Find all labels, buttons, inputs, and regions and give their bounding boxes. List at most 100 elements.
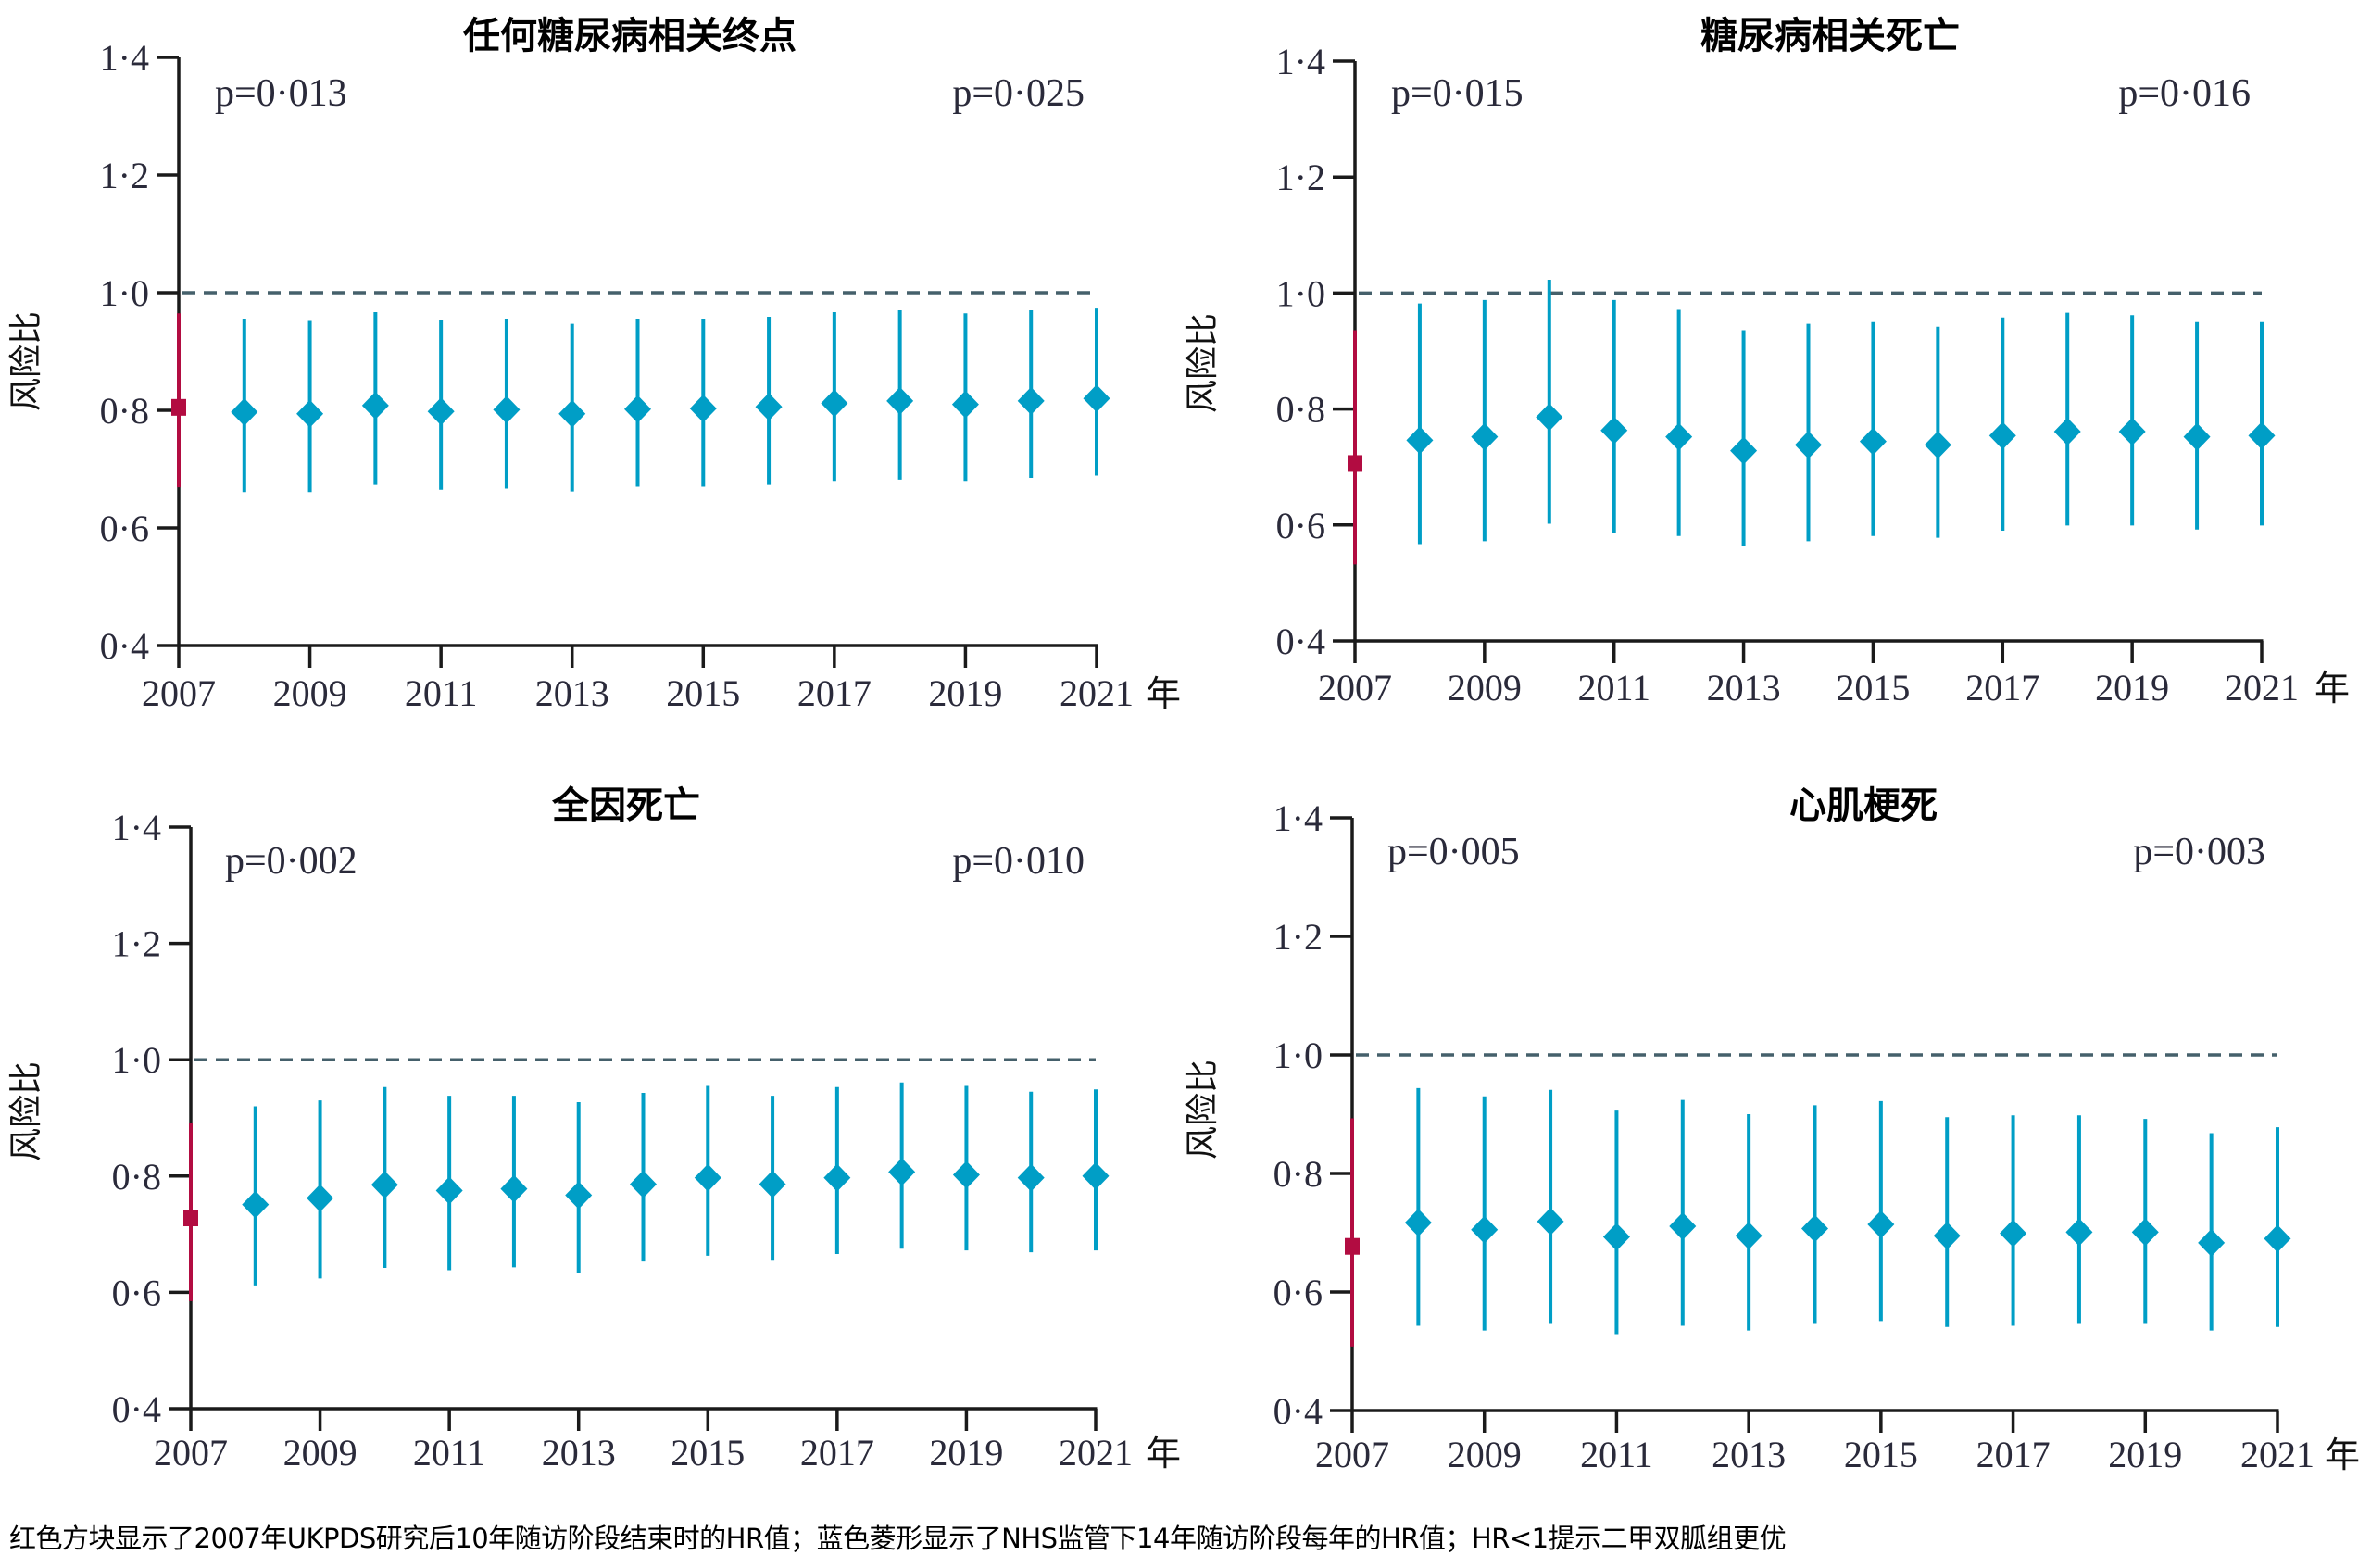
- x-tick-label: 2007: [154, 1432, 228, 1474]
- figure-caption: 红色方块显示了2007年UKPDS研究后10年随访阶段结束时的HR值；蓝色菱形显…: [9, 1523, 1787, 1554]
- x-tick-label: 2007: [1318, 667, 1392, 709]
- annual-hr-diamond-2009: [1471, 1215, 1499, 1244]
- y-tick-label: 0·6: [100, 508, 149, 549]
- x-axis-unit-label: 年: [1146, 1433, 1181, 1474]
- y-tick-label: 1·4: [1276, 41, 1325, 82]
- annual-hr-diamond-2011: [435, 1176, 463, 1205]
- x-tick-label: 2015: [1836, 667, 1910, 709]
- y-tick-label: 1·4: [112, 807, 161, 848]
- y-tick-label: 1·4: [1273, 797, 1323, 839]
- annual-hr-diamond-2012: [1665, 422, 1693, 451]
- y-tick-label: 0·4: [112, 1388, 161, 1430]
- annual-hr-diamond-2016: [755, 393, 783, 421]
- annual-hr-diamond-2015: [1859, 427, 1887, 456]
- p-value-left: p=0·013: [215, 72, 347, 115]
- annual-hr-diamond-2021: [1082, 1161, 1110, 1190]
- panel-all-cause-mortality: 全因死亡 0·4 0·6 0·8 1·0 1·2 1·4 2007 2009 2011 2013 20…: [7, 784, 1181, 1474]
- x-tick-label: 2017: [797, 672, 872, 714]
- y-tick-label: 0·8: [112, 1156, 161, 1198]
- annual-hr-diamond-2011: [1600, 416, 1628, 445]
- y-tick-label: 1·0: [1273, 1035, 1323, 1076]
- annual-hr-diamond-2013: [1730, 436, 1758, 465]
- p-value-right: p=0·003: [2133, 831, 2265, 873]
- x-tick-label: 2011: [1577, 667, 1650, 709]
- annual-hr-diamond-2021: [1083, 384, 1110, 413]
- y-tick-label: 0·8: [1276, 389, 1325, 431]
- annual-hr-diamond-2011: [427, 397, 455, 426]
- x-tick-label: 2009: [273, 672, 347, 714]
- x-tick-label: 2017: [800, 1432, 874, 1474]
- annual-hr-diamond-2020: [1017, 386, 1045, 415]
- y-tick-label: 1·0: [112, 1039, 161, 1081]
- annual-hr-diamond-2009: [307, 1184, 334, 1212]
- x-tick-label: 2021: [2240, 1434, 2315, 1475]
- p-value-left: p=0·002: [225, 840, 358, 883]
- annual-hr-diamond-2010: [361, 391, 389, 420]
- annual-hr-diamond-2018: [2053, 418, 2081, 446]
- y-tick-label: 1·2: [100, 155, 149, 196]
- y-tick-label: 1·0: [100, 272, 149, 314]
- y-tick-label: 1·2: [112, 923, 161, 965]
- x-axis-unit-label: 年: [2315, 668, 2350, 709]
- x-tick-label: 2007: [1315, 1434, 1389, 1475]
- baseline-2007-hr-square: [171, 398, 186, 416]
- annual-hr-diamond-2010: [1537, 1207, 1564, 1236]
- y-axis-label: 风险比: [7, 1061, 45, 1161]
- x-tick-label: 2009: [1448, 667, 1522, 709]
- annual-hr-diamond-2017: [821, 389, 848, 418]
- baseline-2007-hr-square: [183, 1210, 198, 1227]
- x-tick-label: 2013: [1712, 1434, 1786, 1475]
- y-tick-label: 0·4: [100, 625, 149, 667]
- panel-diabetes-related-death: 糖尿病相关死亡 0·4 0·6 0·8 1·0 1·2 1·4 2007 2009 2011 201…: [1184, 15, 2350, 709]
- y-tick-label: 0·4: [1273, 1390, 1323, 1432]
- annual-hr-diamond-2020: [2183, 422, 2211, 451]
- p-value-right: p=0·025: [952, 72, 1085, 115]
- annual-hr-diamond-2019: [951, 390, 979, 419]
- annual-hr-diamond-2020: [1017, 1163, 1045, 1192]
- x-tick-label: 2011: [405, 672, 478, 714]
- x-tick-label: 2019: [928, 672, 1002, 714]
- x-axis-unit-label: 年: [1146, 673, 1181, 714]
- x-tick-label: 2019: [2095, 667, 2169, 709]
- x-tick-label: 2015: [1844, 1434, 1918, 1475]
- x-tick-label: 2009: [283, 1432, 358, 1474]
- chart-title: 全因死亡: [551, 784, 700, 827]
- x-tick-label: 2021: [2225, 667, 2299, 709]
- annual-hr-diamond-2019: [952, 1160, 980, 1189]
- x-tick-label: 2009: [1448, 1434, 1522, 1475]
- p-value-right: p=0·016: [2118, 72, 2251, 115]
- chart-title: 糖尿病相关死亡: [1700, 15, 1960, 57]
- annual-hr-diamond-2017: [1988, 421, 2016, 450]
- annual-hr-diamond-2014: [630, 1170, 657, 1198]
- annual-hr-diamond-2013: [558, 399, 586, 428]
- x-tick-label: 2013: [535, 672, 609, 714]
- annual-hr-diamond-2008: [1406, 426, 1434, 455]
- y-tick-label: 0·4: [1276, 621, 1325, 662]
- annual-hr-diamond-2016: [1933, 1222, 1961, 1250]
- annual-hr-diamond-2009: [296, 399, 324, 428]
- annual-hr-diamond-2013: [565, 1181, 593, 1210]
- p-value-left: p=0·005: [1387, 831, 1520, 873]
- y-tick-label: 0·6: [1276, 505, 1325, 546]
- x-tick-label: 2017: [1965, 667, 2039, 709]
- x-tick-label: 2011: [413, 1432, 486, 1474]
- annual-hr-diamond-2010: [370, 1171, 398, 1199]
- annual-hr-diamond-2011: [1602, 1223, 1630, 1251]
- panel-myocardial-infarction: 心肌梗死 0·4 0·6 0·8 1·0 1·2 1·4 2007 2009 2011 2013 20…: [1184, 784, 2360, 1475]
- annual-hr-diamond-2015: [694, 1163, 721, 1192]
- annual-hr-diamond-2018: [888, 1158, 916, 1186]
- annual-hr-diamond-2018: [2065, 1218, 2093, 1247]
- p-value-right: p=0·010: [952, 840, 1085, 883]
- y-tick-label: 1·2: [1273, 916, 1323, 958]
- annual-hr-diamond-2014: [624, 395, 651, 423]
- annual-hr-diamond-2012: [493, 395, 521, 424]
- y-tick-label: 1·0: [1276, 272, 1325, 314]
- annual-hr-diamond-2021: [2264, 1224, 2291, 1253]
- y-tick-label: 0·8: [1273, 1153, 1323, 1195]
- x-tick-label: 2021: [1060, 672, 1134, 714]
- x-tick-label: 2019: [2108, 1434, 2182, 1475]
- annual-hr-diamond-2014: [1795, 431, 1822, 459]
- annual-hr-diamond-2014: [1801, 1214, 1828, 1243]
- y-tick-label: 0·6: [1273, 1272, 1323, 1313]
- annual-hr-diamond-2018: [886, 386, 914, 415]
